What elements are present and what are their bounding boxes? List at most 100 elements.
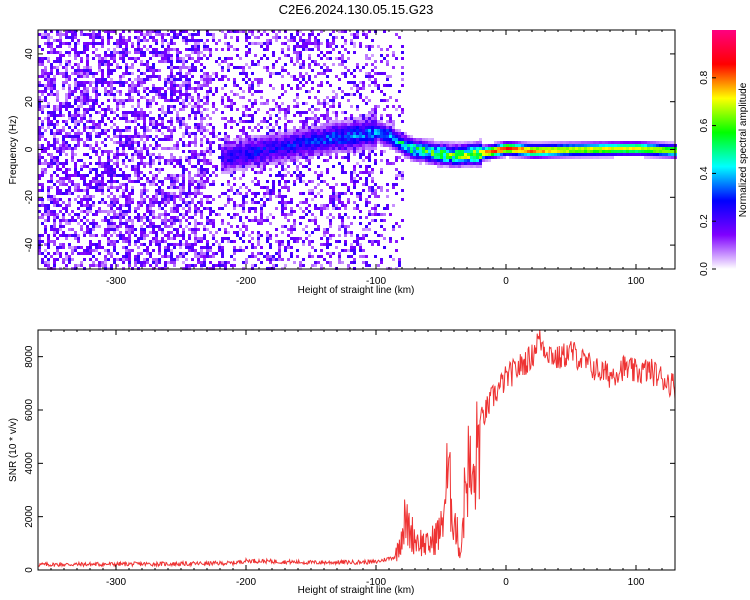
heatmap-cell (368, 72, 371, 75)
heatmap-cell (179, 117, 182, 120)
heatmap-cell (143, 174, 146, 177)
heatmap-cell (302, 111, 305, 114)
heatmap-cell (128, 147, 131, 150)
heatmap-cell (278, 153, 281, 156)
heatmap-cell (302, 120, 305, 123)
heatmap-cell (47, 147, 50, 150)
heatmap-cell (89, 240, 92, 243)
heatmap-cell (191, 243, 194, 246)
heatmap-cell (272, 180, 275, 183)
heatmap-cell (122, 159, 125, 162)
heatmap-cell (212, 33, 215, 36)
heatmap-cell (71, 210, 74, 213)
heatmap-cell (227, 189, 230, 192)
heatmap-cell (56, 129, 59, 132)
heatmap-cell (101, 177, 104, 180)
heatmap-cell (383, 246, 386, 249)
heatmap-cell (50, 81, 53, 84)
heatmap-cell (350, 174, 353, 177)
heatmap-cell (251, 201, 254, 204)
heatmap-cell (80, 99, 83, 102)
heatmap-cell (233, 264, 236, 267)
heatmap-cell (272, 144, 275, 147)
heatmap-cell (338, 132, 341, 135)
heatmap-cell (65, 204, 68, 207)
heatmap-cell (221, 147, 224, 150)
heatmap-cell (224, 159, 227, 162)
heatmap-cell (269, 213, 272, 216)
heatmap-cell (278, 30, 281, 33)
heatmap-cell (419, 153, 422, 156)
heatmap-cell (62, 147, 65, 150)
heatmap-cell (314, 39, 317, 42)
heatmap-cell (74, 231, 77, 234)
heatmap-cell (311, 33, 314, 36)
heatmap-cell (206, 159, 209, 162)
heatmap-cell (173, 195, 176, 198)
heatmap-cell (104, 51, 107, 54)
heatmap-cell (122, 114, 125, 117)
heatmap-cell (164, 93, 167, 96)
heatmap-cell (374, 108, 377, 111)
heatmap-cell (167, 243, 170, 246)
heatmap-cell (134, 126, 137, 129)
heatmap-cell (401, 153, 404, 156)
heatmap-cell (158, 204, 161, 207)
heatmap-cell (254, 207, 257, 210)
heatmap-cell (149, 111, 152, 114)
heatmap-cell (110, 225, 113, 228)
heatmap-cell (137, 123, 140, 126)
heatmap-cell (77, 132, 80, 135)
heatmap-cell (68, 144, 71, 147)
heatmap-cell (269, 156, 272, 159)
heatmap-cell (392, 126, 395, 129)
heatmap-cell (239, 144, 242, 147)
heatmap-cell (284, 90, 287, 93)
heatmap-cell (227, 261, 230, 264)
heatmap-cell (158, 159, 161, 162)
heatmap-cell (296, 150, 299, 153)
heatmap-cell (233, 168, 236, 171)
heatmap-cell (182, 201, 185, 204)
heatmap-cell (155, 120, 158, 123)
heatmap-cell (74, 171, 77, 174)
heatmap-cell (62, 231, 65, 234)
heatmap-cell (251, 135, 254, 138)
heatmap-cell (266, 159, 269, 162)
heatmap-cell (509, 141, 512, 144)
heatmap-cell (167, 198, 170, 201)
heatmap-cell (155, 168, 158, 171)
heatmap-cell (326, 246, 329, 249)
heatmap-cell (380, 234, 383, 237)
heatmap-cell (173, 144, 176, 147)
heatmap-cell (365, 75, 368, 78)
heatmap-cell (374, 123, 377, 126)
heatmap-cell (248, 219, 251, 222)
heatmap-cell (221, 156, 224, 159)
heatmap-cell (38, 147, 41, 150)
heatmap-cell (167, 192, 170, 195)
heatmap-cell (95, 264, 98, 267)
heatmap-cell (71, 183, 74, 186)
heatmap-cell (314, 63, 317, 66)
heatmap-cell (362, 237, 365, 240)
heatmap-cell (389, 75, 392, 78)
heatmap-cell (107, 66, 110, 69)
heatmap-cell (53, 141, 56, 144)
heatmap-cell (299, 129, 302, 132)
heatmap-cell (47, 186, 50, 189)
heatmap-cell (170, 162, 173, 165)
heatmap-cell (317, 141, 320, 144)
heatmap-cell (122, 144, 125, 147)
heatmap-cell (320, 51, 323, 54)
heatmap-cell (275, 144, 278, 147)
heatmap-cell (374, 195, 377, 198)
heatmap-cell (245, 168, 248, 171)
heatmap-cell (86, 69, 89, 72)
heatmap-cell (53, 114, 56, 117)
heatmap-cell (281, 198, 284, 201)
heatmap-cell (227, 147, 230, 150)
heatmap-cell (209, 261, 212, 264)
heatmap-cell (233, 141, 236, 144)
heatmap-cell (314, 129, 317, 132)
